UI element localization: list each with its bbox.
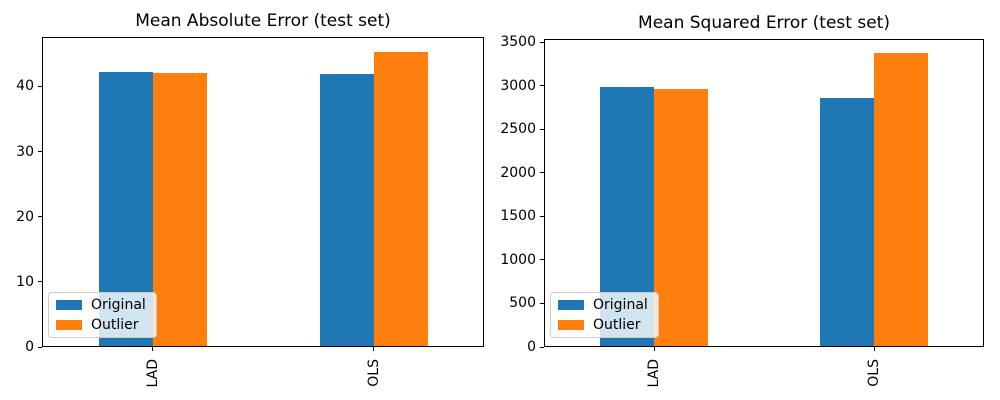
x-tick-mark <box>873 347 875 351</box>
y-tick-mark <box>540 85 544 87</box>
x-tick-mark <box>152 347 153 351</box>
legend-item: Outlier <box>558 317 648 334</box>
y-tick-mark <box>38 346 42 348</box>
y-tick-mark <box>540 172 544 174</box>
y-tick-label: 0 <box>527 339 536 355</box>
legend-label: Outlier <box>91 316 139 333</box>
chart-title: Mean Squared Error (test set) <box>638 13 890 33</box>
legend-label: Outlier <box>593 316 641 333</box>
y-tick-label: 2500 <box>500 121 536 138</box>
y-tick-label: 40 <box>16 78 34 95</box>
legend-label: Original <box>593 297 648 314</box>
y-tick-label: 3500 <box>500 34 536 51</box>
bar-ols-original <box>820 98 874 347</box>
y-tick-mark <box>540 346 544 348</box>
y-tick-label: 2000 <box>500 164 536 181</box>
y-tick-label: 500 <box>509 295 536 312</box>
y-tick-label: 1500 <box>500 208 536 225</box>
y-tick-mark <box>38 85 42 87</box>
legend-swatch <box>558 300 584 311</box>
bar-lad-outlier <box>152 73 207 347</box>
legend-swatch <box>56 300 82 311</box>
y-tick-mark <box>38 151 42 153</box>
x-tick-mark <box>373 347 374 351</box>
y-tick-label: 0 <box>25 339 34 355</box>
legend-item: Original <box>558 297 648 314</box>
y-tick-mark <box>38 216 42 218</box>
legend: Original Outlier <box>48 292 157 338</box>
y-tick-label: 30 <box>16 143 34 160</box>
bar-ols-outlier <box>874 53 928 347</box>
x-tick-label: LAD <box>646 359 662 388</box>
y-tick-mark <box>38 281 42 283</box>
legend-swatch <box>558 319 584 330</box>
legend: Original Outlier <box>550 292 659 338</box>
x-tick-mark <box>653 347 655 351</box>
y-tick-mark <box>540 259 544 261</box>
legend-swatch <box>56 319 82 330</box>
y-tick-mark <box>540 128 544 130</box>
bar-ols-original <box>319 74 374 347</box>
x-tick-label: LAD <box>144 359 161 388</box>
y-tick-mark <box>540 302 544 304</box>
x-tick-label: OLS <box>365 359 382 387</box>
y-tick-label: 3000 <box>500 77 536 94</box>
y-tick-mark <box>540 41 544 43</box>
chart-title: Mean Absolute Error (test set) <box>135 11 391 31</box>
bar-ols-outlier <box>373 51 428 347</box>
bar-lad-outlier <box>654 89 708 347</box>
legend-item: Outlier <box>56 317 146 334</box>
y-tick-label: 10 <box>16 273 34 290</box>
y-tick-label: 1000 <box>500 251 536 268</box>
legend-label: Original <box>91 297 146 314</box>
y-tick-label: 20 <box>16 208 34 225</box>
legend-item: Original <box>56 297 146 314</box>
x-tick-label: OLS <box>866 359 882 387</box>
y-tick-mark <box>540 215 544 217</box>
